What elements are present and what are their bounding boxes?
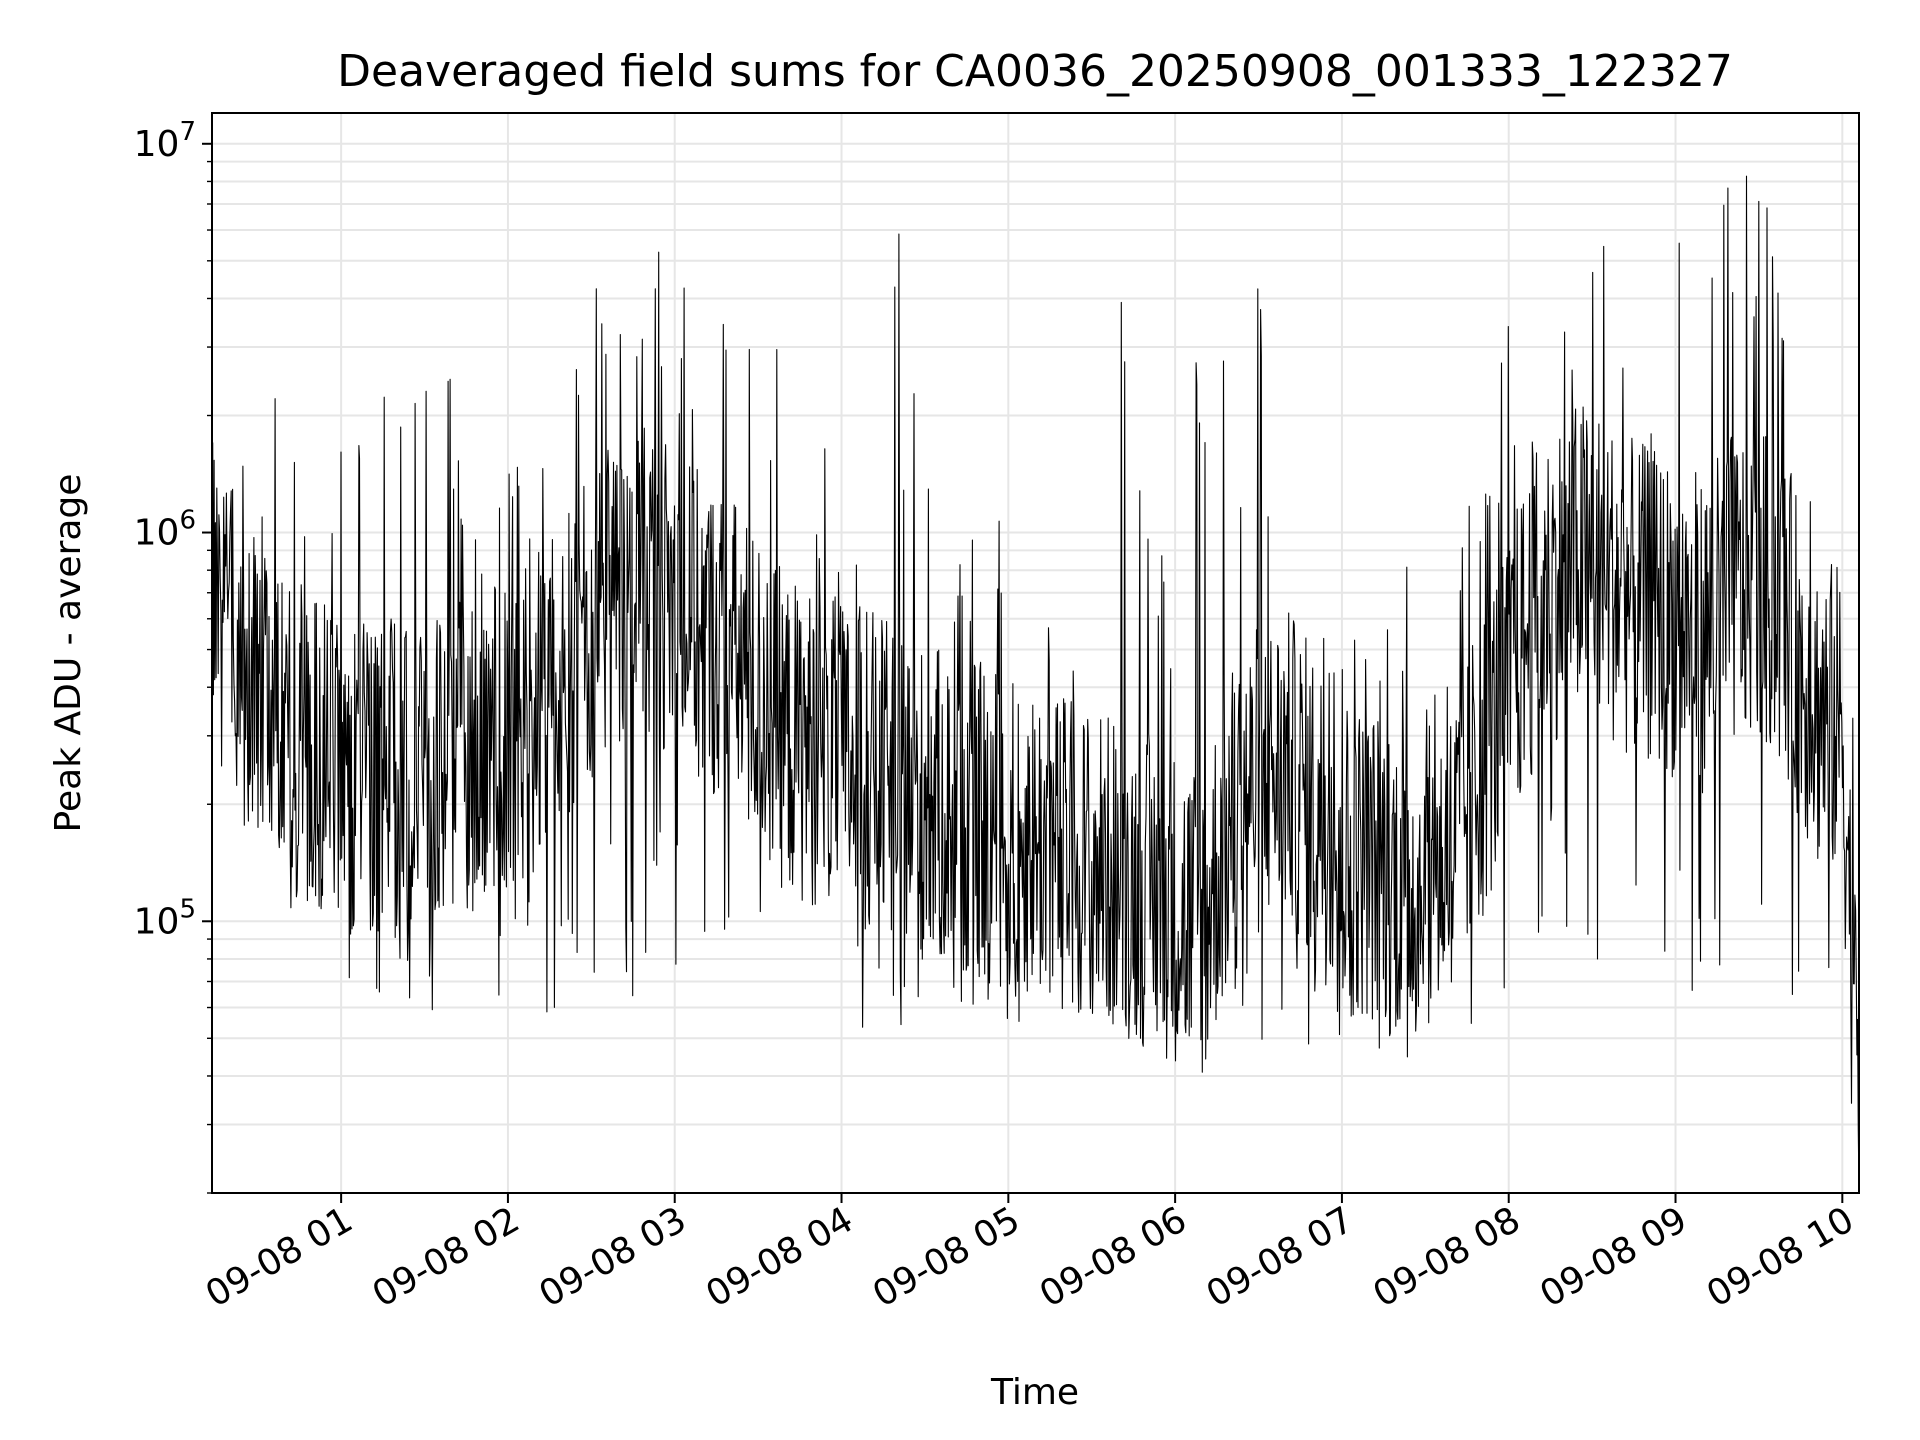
x-axis-label: Time	[990, 1372, 1079, 1413]
y-tick-label: 106	[134, 506, 196, 554]
series-polyline	[211, 175, 1860, 1194]
y-tick-label: 107	[134, 117, 196, 165]
y-axis-label: Peak ADU - average	[48, 474, 89, 833]
y-tick-label: 105	[134, 894, 196, 942]
plot-frame	[211, 112, 1860, 1194]
series-line	[211, 175, 1860, 1194]
chart-title: Deaveraged field sums for CA0036_2025090…	[337, 46, 1733, 97]
y-axis: 105 106 107	[134, 117, 212, 1194]
